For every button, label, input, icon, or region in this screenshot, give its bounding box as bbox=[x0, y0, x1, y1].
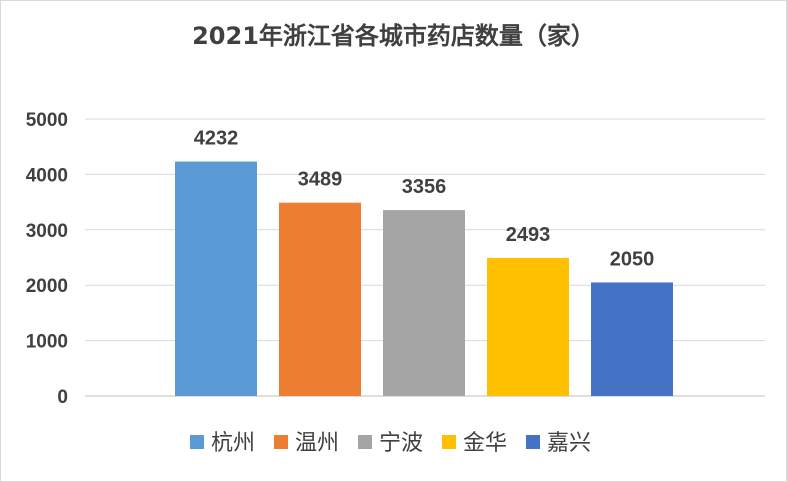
legend-swatch bbox=[274, 435, 288, 449]
y-tick-label: 2000 bbox=[26, 276, 68, 297]
data-label: 4232 bbox=[194, 128, 239, 150]
data-label: 3489 bbox=[298, 169, 343, 191]
legend-swatch bbox=[358, 435, 372, 449]
y-tick-label: 5000 bbox=[26, 110, 68, 131]
bar-5 bbox=[591, 282, 673, 396]
legend-swatch bbox=[526, 435, 540, 449]
legend-swatch bbox=[442, 435, 456, 449]
legend: 杭州 温州 宁波 金华 嘉兴 bbox=[190, 430, 591, 455]
legend-label: 杭州 bbox=[211, 430, 255, 455]
legend-label: 宁波 bbox=[379, 430, 423, 455]
y-tick-label: 3000 bbox=[26, 221, 68, 242]
legend-label: 温州 bbox=[295, 430, 339, 455]
bar-2 bbox=[279, 202, 361, 396]
y-tick-label: 1000 bbox=[26, 332, 68, 353]
legend-label: 嘉兴 bbox=[547, 430, 591, 455]
data-label: 2493 bbox=[506, 224, 551, 246]
bar-4 bbox=[487, 257, 569, 396]
bars bbox=[175, 161, 673, 396]
y-tick-label: 0 bbox=[57, 387, 68, 408]
data-label: 2050 bbox=[610, 248, 655, 270]
y-tick-label: 4000 bbox=[26, 165, 68, 186]
legend-swatch bbox=[190, 435, 204, 449]
bar-3 bbox=[383, 210, 465, 396]
legend-label: 金华 bbox=[463, 430, 507, 455]
y-axis-labels: 0 1000 2000 3000 4000 5000 bbox=[26, 110, 68, 408]
bar-1 bbox=[175, 161, 257, 396]
data-labels: 4232 3489 3356 2493 2050 bbox=[194, 128, 655, 271]
data-label: 3356 bbox=[402, 176, 447, 198]
chart-title: 2021年浙江省各城市药店数量（家） bbox=[192, 22, 595, 50]
